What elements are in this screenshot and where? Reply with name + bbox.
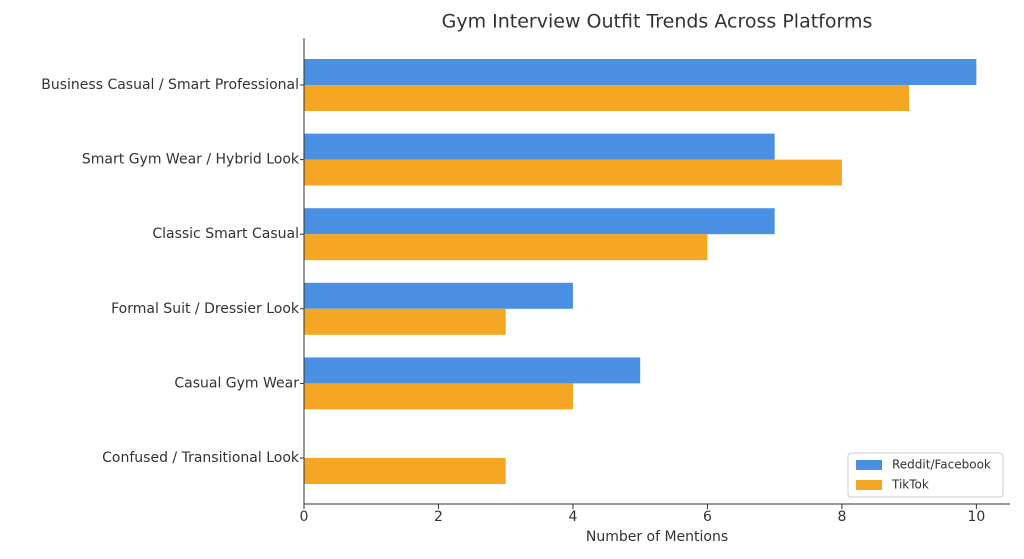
y-tick-label: Business Casual / Smart Professional — [41, 77, 299, 93]
legend-label: TikTok — [891, 478, 929, 492]
bar — [304, 458, 506, 484]
legend-label: Reddit/Facebook — [892, 458, 991, 472]
y-tick-label: Smart Gym Wear / Hybrid Look — [82, 152, 300, 168]
x-tick-label: 4 — [568, 509, 577, 525]
x-tick-label: 6 — [703, 509, 712, 525]
y-tick-label: Confused / Transitional Look — [102, 450, 300, 466]
bar — [304, 208, 775, 235]
bar — [304, 85, 910, 111]
y-tick-label: Formal Suit / Dressier Look — [111, 301, 300, 317]
bar — [304, 308, 506, 335]
bar — [304, 159, 842, 186]
bar — [304, 383, 573, 410]
bar — [304, 357, 641, 384]
x-tick-label: 2 — [434, 509, 443, 525]
chart-title: Gym Interview Outfit Trends Across Platf… — [442, 11, 873, 33]
x-axis-label: Number of Mentions — [586, 529, 728, 545]
bar — [304, 133, 775, 160]
legend-box — [847, 452, 1004, 498]
bar — [304, 59, 977, 85]
x-tick-label: 10 — [967, 509, 985, 525]
bar — [304, 282, 573, 309]
y-tick-label: Casual Gym Wear — [174, 375, 299, 391]
legend-swatch — [856, 460, 882, 470]
x-tick-label: 0 — [300, 509, 309, 525]
y-tick-label: Classic Smart Casual — [152, 226, 299, 242]
legend-swatch — [856, 480, 882, 490]
bar — [304, 234, 708, 261]
x-tick-label: 8 — [837, 509, 846, 525]
